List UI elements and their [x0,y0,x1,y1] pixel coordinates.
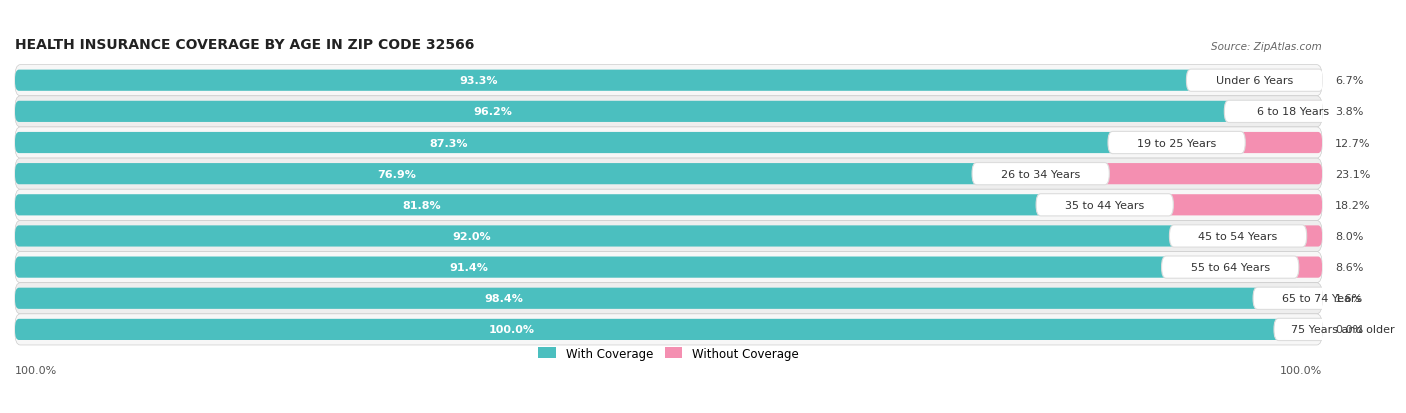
FancyBboxPatch shape [15,190,1322,221]
FancyBboxPatch shape [15,71,1234,92]
Text: 75 Years and older: 75 Years and older [1291,325,1395,335]
Legend: With Coverage, Without Coverage: With Coverage, Without Coverage [534,342,803,364]
Text: 98.4%: 98.4% [484,294,523,304]
FancyBboxPatch shape [15,226,1218,247]
FancyBboxPatch shape [1084,195,1322,216]
FancyBboxPatch shape [1272,102,1322,123]
FancyBboxPatch shape [1161,256,1299,278]
FancyBboxPatch shape [15,66,1322,97]
FancyBboxPatch shape [15,128,1322,159]
Text: 45 to 54 Years: 45 to 54 Years [1198,231,1278,241]
Text: 6 to 18 Years: 6 to 18 Years [1257,107,1329,117]
FancyBboxPatch shape [15,164,1021,185]
Text: 19 to 25 Years: 19 to 25 Years [1137,138,1216,148]
Text: HEALTH INSURANCE COVERAGE BY AGE IN ZIP CODE 32566: HEALTH INSURANCE COVERAGE BY AGE IN ZIP … [15,38,474,52]
Text: 65 to 74 Years: 65 to 74 Years [1282,294,1361,304]
Text: 91.4%: 91.4% [450,263,488,273]
FancyBboxPatch shape [15,159,1322,190]
FancyBboxPatch shape [1209,257,1322,278]
Text: 100.0%: 100.0% [15,365,58,375]
FancyBboxPatch shape [15,283,1322,314]
FancyBboxPatch shape [1218,226,1322,247]
FancyBboxPatch shape [15,133,1156,154]
FancyBboxPatch shape [1253,287,1391,310]
FancyBboxPatch shape [1234,71,1322,92]
FancyBboxPatch shape [15,195,1084,216]
FancyBboxPatch shape [15,97,1322,128]
FancyBboxPatch shape [15,252,1322,283]
Text: 12.7%: 12.7% [1336,138,1371,148]
FancyBboxPatch shape [1301,288,1322,309]
FancyBboxPatch shape [1108,132,1246,154]
Text: 1.6%: 1.6% [1336,294,1364,304]
Text: 93.3%: 93.3% [460,76,498,86]
FancyBboxPatch shape [1187,70,1323,92]
FancyBboxPatch shape [15,314,1322,345]
FancyBboxPatch shape [1225,101,1361,123]
Text: 87.3%: 87.3% [429,138,468,148]
FancyBboxPatch shape [1036,194,1174,216]
Text: Under 6 Years: Under 6 Years [1216,76,1294,86]
FancyBboxPatch shape [15,288,1301,309]
Text: 8.0%: 8.0% [1336,231,1364,241]
Text: 76.9%: 76.9% [377,169,416,179]
FancyBboxPatch shape [1021,164,1322,185]
FancyBboxPatch shape [15,257,1209,278]
FancyBboxPatch shape [1156,133,1322,154]
FancyBboxPatch shape [1274,318,1406,341]
Text: 0.0%: 0.0% [1336,325,1364,335]
Text: 55 to 64 Years: 55 to 64 Years [1191,263,1270,273]
Text: 3.8%: 3.8% [1336,107,1364,117]
Text: 23.1%: 23.1% [1336,169,1371,179]
Text: 35 to 44 Years: 35 to 44 Years [1066,200,1144,210]
Text: 26 to 34 Years: 26 to 34 Years [1001,169,1080,179]
Text: Source: ZipAtlas.com: Source: ZipAtlas.com [1212,42,1322,52]
Text: 18.2%: 18.2% [1336,200,1371,210]
Text: 96.2%: 96.2% [474,107,512,117]
FancyBboxPatch shape [15,221,1322,252]
FancyBboxPatch shape [1170,225,1306,247]
FancyBboxPatch shape [15,319,1322,340]
Text: 81.8%: 81.8% [402,200,440,210]
Text: 6.7%: 6.7% [1336,76,1364,86]
Text: 8.6%: 8.6% [1336,263,1364,273]
FancyBboxPatch shape [972,163,1109,185]
FancyBboxPatch shape [15,102,1272,123]
Text: 100.0%: 100.0% [1279,365,1322,375]
Text: 100.0%: 100.0% [489,325,534,335]
Text: 92.0%: 92.0% [453,231,491,241]
